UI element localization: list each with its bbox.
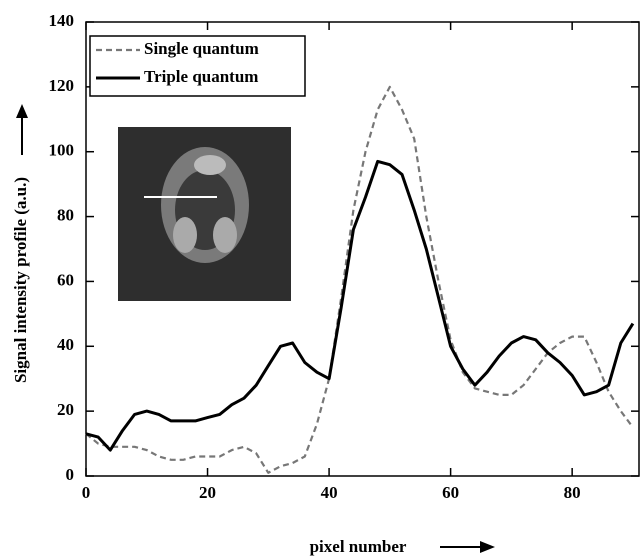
y-tick-label: 20 — [57, 400, 74, 419]
x-arrow — [440, 541, 495, 553]
y-tick-label: 80 — [57, 205, 74, 224]
y-tick-label: 60 — [57, 270, 74, 289]
y-tick-label: 140 — [49, 11, 75, 30]
x-tick-label: 60 — [442, 483, 459, 502]
y-axis-label: Signal intensity profile (a.u.) — [11, 177, 30, 383]
x-tick-label: 80 — [564, 483, 581, 502]
legend-label: Single quantum — [144, 39, 259, 58]
plot-frame — [85, 21, 640, 477]
legend-box — [89, 35, 306, 97]
y-tick-label: 0 — [66, 465, 75, 484]
y-tick-label: 40 — [57, 335, 74, 354]
y-arrow — [16, 104, 28, 155]
x-tick-label: 0 — [82, 483, 91, 502]
series-line — [85, 85, 634, 474]
x-axis-label: pixel number — [310, 537, 407, 556]
series-line — [85, 159, 635, 452]
y-tick-label: 120 — [49, 76, 75, 95]
y-tick-label: 100 — [49, 141, 75, 160]
inset-image — [118, 127, 291, 301]
x-tick-label: 40 — [321, 483, 338, 502]
x-tick-label: 20 — [199, 483, 216, 502]
legend-label: Triple quantum — [144, 67, 258, 86]
